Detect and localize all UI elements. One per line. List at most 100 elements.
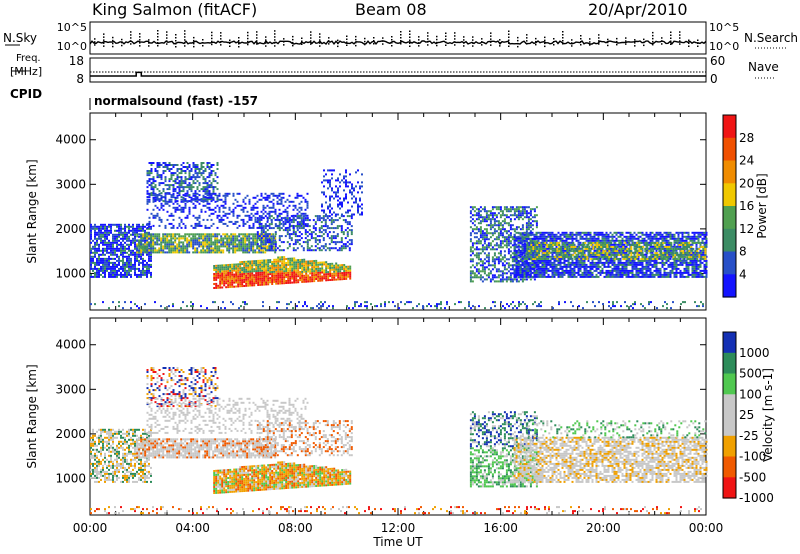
power-cell	[194, 206, 197, 209]
power-cell	[174, 172, 177, 175]
power-cell	[223, 270, 226, 273]
power-cell	[266, 220, 269, 223]
power-cell	[160, 245, 163, 248]
power-cell	[234, 198, 237, 201]
power-cell	[523, 231, 526, 234]
nsearch-point	[364, 37, 366, 40]
power-cell	[513, 275, 516, 278]
power-cell	[168, 251, 171, 254]
power-cell	[292, 214, 295, 217]
power-cell	[212, 212, 215, 215]
power-cell	[184, 192, 187, 195]
power-cell	[144, 249, 147, 252]
power-cell	[262, 225, 265, 228]
power-cell	[507, 250, 510, 253]
power-cell	[258, 219, 261, 222]
power-cell	[287, 263, 290, 266]
power-cell	[102, 257, 104, 260]
power-cell	[327, 169, 329, 172]
power-cell	[342, 233, 345, 236]
power-cell	[256, 219, 259, 222]
power-cell	[198, 239, 201, 242]
power-cell	[215, 268, 218, 271]
power-cell	[469, 210, 472, 213]
power-cell	[206, 226, 209, 229]
noise-left-tick: 10^5	[57, 21, 87, 34]
power-cell	[110, 227, 112, 230]
power-cell	[253, 268, 256, 271]
power-cell	[515, 206, 518, 209]
power-cell	[553, 275, 556, 278]
nsearch-point	[535, 43, 537, 46]
nsearch-point	[598, 37, 600, 39]
power-cell	[483, 218, 486, 221]
power-cell	[270, 235, 273, 238]
power-cell	[557, 231, 560, 234]
power-cell	[176, 194, 179, 197]
power-cell	[343, 276, 346, 278]
power-cell	[284, 227, 287, 230]
power-cell	[152, 235, 155, 238]
nsearch-point	[319, 39, 321, 41]
power-cell	[341, 213, 343, 216]
power-cell	[158, 237, 161, 240]
power-cell	[529, 263, 532, 266]
power-cell	[94, 263, 96, 266]
power-cell	[148, 257, 150, 260]
power-cell	[491, 234, 494, 237]
power-cell	[256, 221, 259, 224]
power-cell	[160, 218, 163, 221]
power-cell	[260, 222, 263, 225]
power-cell	[320, 245, 323, 248]
power-cell	[184, 198, 187, 201]
power-cell	[180, 251, 183, 254]
power-cell	[156, 166, 159, 168]
power-cell	[535, 220, 538, 223]
power-cell	[208, 251, 211, 254]
power-cell	[531, 233, 534, 236]
power-cell	[229, 279, 232, 282]
power-cell	[232, 251, 235, 254]
power-cell	[323, 277, 326, 280]
power-cell	[120, 247, 122, 250]
power-cell	[337, 179, 339, 182]
power-cell	[100, 231, 102, 234]
power-cell	[489, 236, 492, 239]
power-cell	[144, 239, 146, 242]
power-cell	[114, 249, 116, 252]
power-cell	[297, 281, 300, 284]
power-cell	[229, 273, 232, 276]
power-cell	[301, 274, 304, 277]
power-cell	[361, 211, 363, 214]
nsearch-point	[400, 43, 402, 45]
power-cell	[126, 247, 128, 250]
power-cell	[527, 263, 530, 266]
power-cell	[154, 198, 157, 201]
power-cell	[210, 170, 213, 172]
power-cell	[259, 271, 262, 274]
power-cell	[198, 237, 201, 240]
power-cell	[190, 186, 193, 189]
power-cell	[202, 162, 205, 164]
power-cell	[194, 170, 197, 172]
power-cell	[501, 258, 504, 261]
power-cell	[239, 277, 242, 280]
nsearch-point	[238, 40, 240, 42]
power-cell	[239, 279, 242, 282]
power-cell	[114, 237, 116, 240]
power-cell	[229, 267, 232, 270]
power-cell	[286, 210, 289, 213]
power-cell	[294, 249, 297, 252]
power-cell	[210, 245, 213, 248]
power-cell	[279, 270, 282, 273]
power-cell	[487, 252, 490, 255]
power-cell	[324, 231, 327, 234]
power-cell	[164, 243, 167, 246]
power-cell	[94, 247, 96, 250]
power-cell	[256, 212, 259, 215]
power-cell	[254, 216, 257, 219]
power-cell	[535, 259, 538, 262]
power-cell	[515, 237, 518, 240]
power-cell	[543, 263, 546, 266]
power-cell	[501, 272, 504, 275]
